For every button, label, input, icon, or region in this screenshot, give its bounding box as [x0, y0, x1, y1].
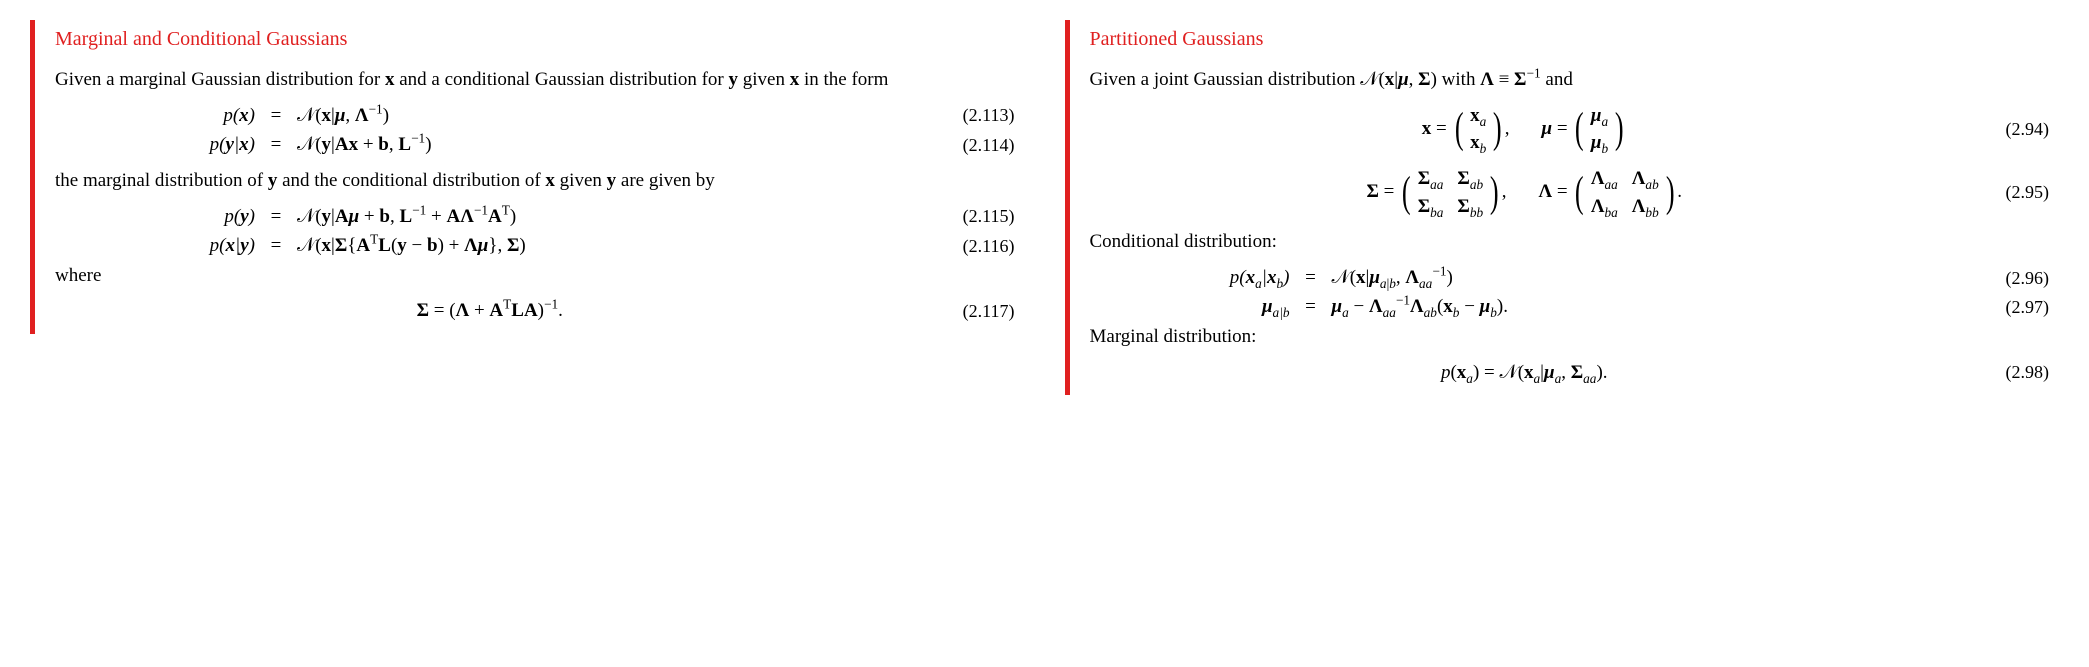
eq-2-116-num: (2.116)	[925, 234, 1015, 258]
eq-2-96-lhs: p(xa|xb)	[1090, 265, 1290, 291]
right-column: Partitioned Gaussians Given a joint Gaus…	[1065, 20, 2060, 407]
eq-2-98-body: p(xa) = (xa|μa, Σaa).	[1090, 360, 1960, 386]
eq-2-115-lhs: p(y)	[55, 204, 255, 230]
eq-2-115-num: (2.115)	[925, 204, 1015, 228]
right-callout: Partitioned Gaussians Given a joint Gaus…	[1065, 20, 2060, 395]
eq-2-94-mu-vector: ( μaμb )	[1572, 103, 1626, 156]
eq-2-113-rhs: (x|μ, Λ−1)	[297, 103, 925, 129]
eq-2-115-rhs: (y|Aμ + b, L−1 + AΛ−1AT)	[297, 204, 925, 230]
right-intro: Given a joint Gaussian distribution (x|μ…	[1090, 67, 2050, 93]
eq-2-94-num: (2.94)	[1959, 117, 2049, 141]
eq-2-113-lhs: p(x)	[55, 103, 255, 129]
eq-2-113-num: (2.113)	[925, 103, 1015, 127]
left-mid: the marginal distribution of y and the c…	[55, 168, 1015, 194]
eq-2-117-num: (2.117)	[925, 299, 1015, 323]
eq-2-95-num: (2.95)	[1959, 180, 2049, 204]
eq-2-96-num: (2.96)	[1959, 266, 2049, 290]
eq-2-95: Σ = ( ΣaaΣabΣbaΣbb ) , Λ = ( ΛaaΛabΛ	[1090, 166, 2050, 219]
eq-2-95-sigma-matrix: ( ΣaaΣabΣbaΣbb )	[1399, 166, 1502, 219]
eq-2-94-x-vector: ( xaxb )	[1452, 103, 1505, 156]
eq-2-97-num: (2.97)	[1959, 295, 2049, 319]
two-column-layout: Marginal and Conditional Gaussians Given…	[30, 20, 2059, 407]
eq-2-116-rhs: (x|Σ{ATL(y − b) + Λμ}, Σ)	[297, 233, 925, 259]
left-title: Marginal and Conditional Gaussians	[55, 26, 1015, 53]
eq-2-116-lhs: p(x|y)	[55, 233, 255, 259]
eq-2-97: μa|b = μa − Λaa−1Λab(xb − μb). (2.97)	[1090, 294, 2050, 320]
eq-2-96: p(xa|xb) = (x|μa|b, Λaa−1) (2.96)	[1090, 265, 2050, 291]
left-where: where	[55, 263, 1015, 289]
left-intro: Given a marginal Gaussian distribution f…	[55, 67, 1015, 93]
eq-2-116: p(x|y) = (x|Σ{ATL(y − b) + Λμ}, Σ) (2.11…	[55, 233, 1015, 259]
eq-2-113: p(x) = (x|μ, Λ−1) (2.113)	[55, 103, 1015, 129]
eq-2-114-num: (2.114)	[925, 133, 1015, 157]
left-callout: Marginal and Conditional Gaussians Given…	[30, 20, 1025, 334]
right-marg-label: Marginal distribution:	[1090, 324, 2050, 350]
eq-2-114-rhs: (y|Ax + b, L−1)	[297, 132, 925, 158]
right-title: Partitioned Gaussians	[1090, 26, 2050, 53]
eq-2-114: p(y|x) = (y|Ax + b, L−1) (2.114)	[55, 132, 1015, 158]
eq-2-115: p(y) = (y|Aμ + b, L−1 + AΛ−1AT) (2.115)	[55, 204, 1015, 230]
eq-2-114-lhs: p(y|x)	[55, 132, 255, 158]
eq-2-96-rhs: (x|μa|b, Λaa−1)	[1332, 265, 1960, 291]
eq-2-117-body: Σ = (Λ + ATLA)−1.	[55, 298, 925, 324]
eq-2-97-lhs: μa|b	[1090, 294, 1290, 320]
eq-2-94: x = ( xaxb ) , μ = ( μaμb	[1090, 103, 2050, 156]
right-cond-label: Conditional distribution:	[1090, 229, 2050, 255]
eq-2-97-rhs: μa − Λaa−1Λab(xb − μb).	[1332, 294, 1960, 320]
eq-2-95-lambda-matrix: ( ΛaaΛabΛbaΛbb )	[1572, 166, 1677, 219]
eq-2-117: Σ = (Λ + ATLA)−1. (2.117)	[55, 298, 1015, 324]
left-column: Marginal and Conditional Gaussians Given…	[30, 20, 1025, 407]
eq-2-98: p(xa) = (xa|μa, Σaa). (2.98)	[1090, 360, 2050, 386]
eq-2-98-num: (2.98)	[1959, 360, 2049, 384]
